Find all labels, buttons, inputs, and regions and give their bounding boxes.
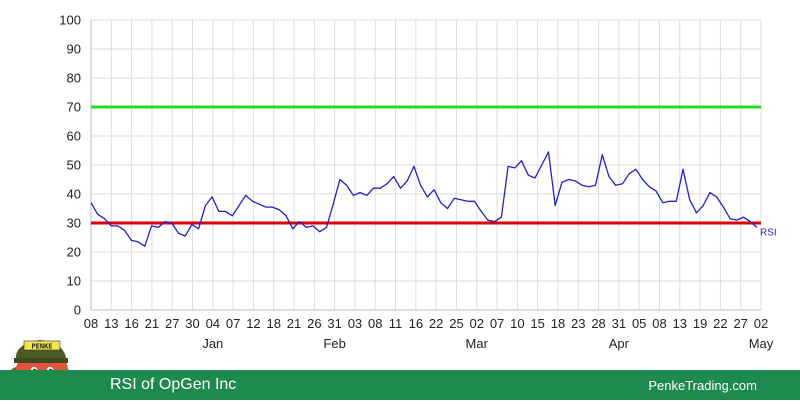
- x-tick-label: 31: [612, 316, 626, 331]
- x-tick-label: 05: [632, 316, 646, 331]
- x-tick-label: 08: [84, 316, 98, 331]
- x-tick-label: 02: [754, 316, 768, 331]
- y-tick-label: 90: [67, 42, 81, 57]
- x-tick-label: 23: [571, 316, 585, 331]
- site-link[interactable]: PenkeTrading.com: [648, 378, 757, 393]
- y-tick-label: 20: [67, 245, 81, 260]
- x-tick-label: 21: [287, 316, 301, 331]
- month-label: Apr: [609, 336, 630, 351]
- x-tick-label: 13: [104, 316, 118, 331]
- y-tick-label: 50: [67, 158, 81, 173]
- x-tick-label: 04: [206, 316, 220, 331]
- x-tick-label: 11: [389, 316, 403, 331]
- x-tick-label: 30: [185, 316, 199, 331]
- x-tick-label: 10: [510, 316, 524, 331]
- y-tick-label: 30: [67, 216, 81, 231]
- x-tick-label: 19: [693, 316, 707, 331]
- x-tick-label: 03: [348, 316, 362, 331]
- x-tick-label: 07: [226, 316, 240, 331]
- y-tick-label: 10: [67, 274, 81, 289]
- x-tick-label: 18: [266, 316, 280, 331]
- x-tick-label: 27: [733, 316, 747, 331]
- month-label: Mar: [466, 336, 489, 351]
- x-tick-label: 26: [307, 316, 321, 331]
- series-label: RSI: [760, 227, 777, 238]
- x-tick-label: 25: [449, 316, 463, 331]
- x-tick-label: 16: [409, 316, 423, 331]
- y-tick-label: 0: [74, 303, 81, 318]
- y-tick-label: 100: [59, 13, 81, 28]
- svg-text:PENKE: PENKE: [31, 343, 52, 351]
- x-tick-label: 02: [470, 316, 484, 331]
- x-tick-label: 21: [145, 316, 159, 331]
- x-tick-label: 07: [490, 316, 504, 331]
- x-tick-label: 22: [429, 316, 443, 331]
- y-tick-label: 60: [67, 129, 81, 144]
- y-tick-label: 70: [67, 100, 81, 115]
- month-label: Feb: [323, 336, 345, 351]
- rsi-chart: 0 10 20 30 40 50 60 70 80 90 100 08 13 16 21 27 30 04 07 12…: [59, 13, 777, 352]
- x-tick-label: 15: [530, 316, 544, 331]
- x-tick-label: 08: [652, 316, 666, 331]
- y-tick-label: 80: [67, 71, 81, 86]
- x-tick-label: 13: [673, 316, 687, 331]
- x-tick-label: 22: [713, 316, 727, 331]
- x-tick-label: 18: [551, 316, 565, 331]
- x-tick-label: 16: [124, 316, 138, 331]
- x-tick-label: 31: [327, 316, 341, 331]
- x-tick-label: 08: [368, 316, 382, 331]
- month-label: Jan: [202, 336, 223, 351]
- chart-title: RSI of OpGen Inc: [110, 376, 237, 393]
- y-tick-label: 40: [67, 187, 81, 202]
- x-tick-label: 12: [246, 316, 260, 331]
- footer-bar: RSI of OpGen Inc PenkeTrading.com: [0, 370, 800, 400]
- x-tick-label: 27: [165, 316, 179, 331]
- month-label: May: [749, 336, 774, 351]
- rsi-series-line: [90, 151, 758, 247]
- x-tick-label: 28: [591, 316, 605, 331]
